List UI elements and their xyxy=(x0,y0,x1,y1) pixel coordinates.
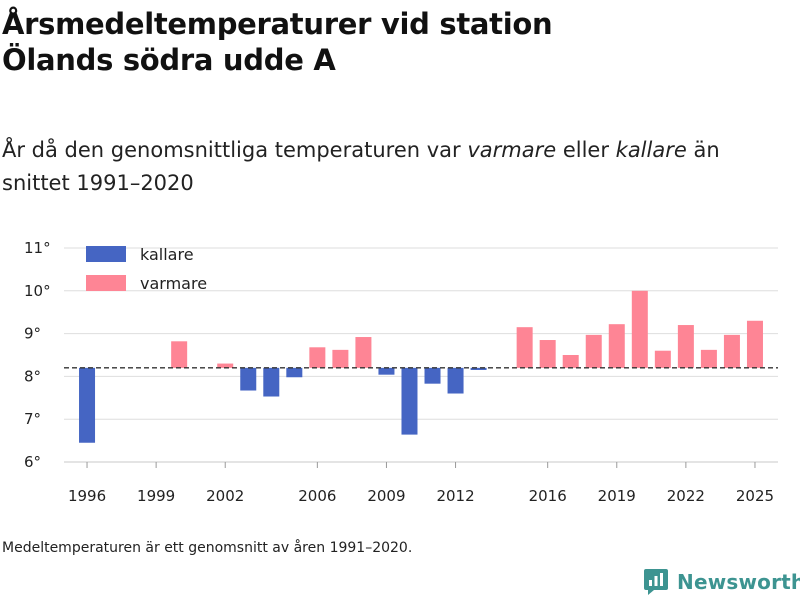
bar-kallare xyxy=(378,367,395,375)
bar-varmare xyxy=(654,350,671,368)
subtitle-cold-word: kallare xyxy=(615,138,687,162)
x-tick-label: 2006 xyxy=(298,487,336,505)
legend-label-varmare: varmare xyxy=(140,274,207,293)
x-tick-label: 2025 xyxy=(736,487,774,505)
bar-varmare xyxy=(700,349,717,368)
newsworthy-logo[interactable]: Newsworthy xyxy=(643,568,800,596)
y-tick-label: 6° xyxy=(24,453,41,471)
bar-varmare xyxy=(355,337,372,368)
chart-title-line-2: Ölands södra udde A xyxy=(2,43,336,77)
x-tick-label: 2022 xyxy=(667,487,705,505)
footnote: Medeltemperaturen är ett genomsnitt av å… xyxy=(2,540,413,556)
bar-kallare xyxy=(447,367,464,394)
y-tick-label: 8° xyxy=(24,367,41,385)
x-tick-label: 2002 xyxy=(206,487,244,505)
bar-kallare xyxy=(401,367,418,435)
legend-swatch-varmare xyxy=(86,275,126,291)
subtitle-part-1: År då den genomsnittliga temperaturen va… xyxy=(2,138,468,162)
bar-varmare xyxy=(539,340,556,368)
newsworthy-wordmark: Newsworthy xyxy=(677,570,800,594)
legend-label-kallare: kallare xyxy=(140,245,194,264)
bar-varmare xyxy=(585,334,602,368)
bar-varmare xyxy=(746,320,763,368)
y-tick-label: 7° xyxy=(24,410,41,428)
bar-varmare xyxy=(608,324,625,368)
legend-swatch-kallare xyxy=(86,246,126,262)
subtitle-part-2: eller xyxy=(556,138,616,162)
subtitle-warm-word: varmare xyxy=(467,138,557,162)
x-tick-label: 1996 xyxy=(68,487,106,505)
y-tick-label: 11° xyxy=(24,239,51,257)
bar-varmare xyxy=(677,325,694,368)
x-tick-label: 2016 xyxy=(529,487,567,505)
bar-varmare xyxy=(171,341,188,368)
y-tick-label: 10° xyxy=(24,282,51,300)
bar-kallare xyxy=(286,367,303,378)
y-tick-label: 9° xyxy=(24,325,41,343)
bar-varmare xyxy=(516,327,533,368)
bar-varmare xyxy=(309,347,326,368)
subtitle-part-3: än snittet 1991–2020 xyxy=(2,138,720,195)
newsworthy-icon xyxy=(644,569,668,595)
bar-kallare xyxy=(424,367,441,384)
x-tick-label: 2009 xyxy=(367,487,405,505)
bar-kallare xyxy=(263,367,280,397)
bar-varmare xyxy=(217,363,234,368)
bar-varmare xyxy=(723,334,740,368)
x-tick-label: 2019 xyxy=(598,487,636,505)
bar-kallare xyxy=(79,367,96,443)
x-tick-label: 1999 xyxy=(137,487,175,505)
x-tick-label: 2012 xyxy=(436,487,474,505)
chart-title-line-1: Årsmedeltemperaturer vid station xyxy=(2,7,553,41)
bar-varmare xyxy=(562,355,579,368)
bar-varmare xyxy=(631,290,648,368)
bar-kallare xyxy=(470,367,487,370)
bar-kallare xyxy=(240,367,257,391)
chart-subtitle: År då den genomsnittliga temperaturen va… xyxy=(2,134,792,200)
chart-title: Årsmedeltemperaturer vid station Ölands … xyxy=(2,6,553,78)
bar-varmare xyxy=(332,349,349,368)
